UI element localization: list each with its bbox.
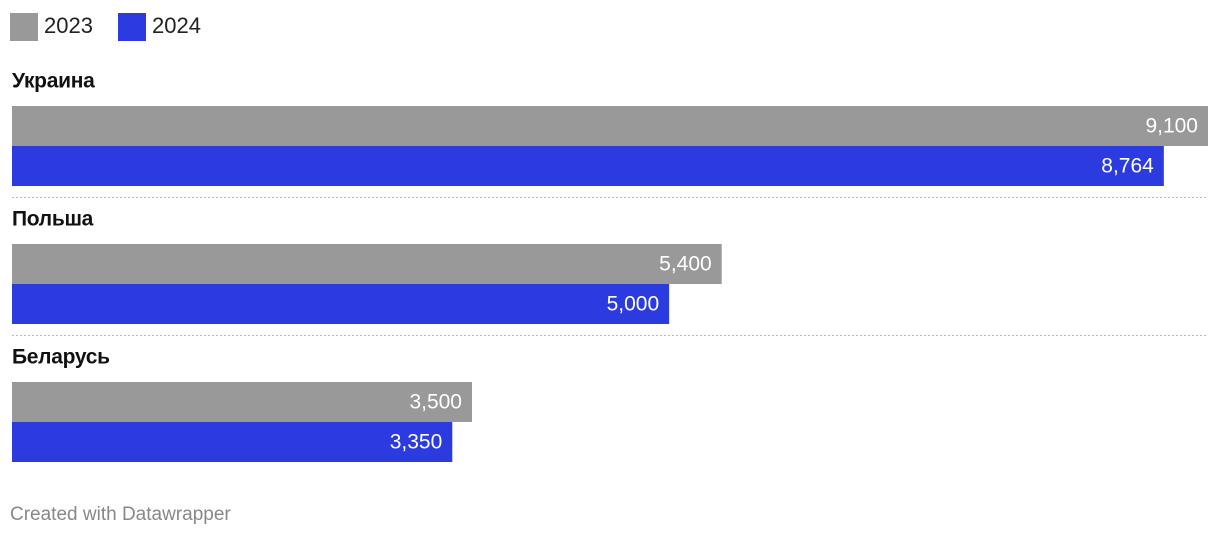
bar (12, 244, 722, 284)
legend-label: 2024 (152, 13, 201, 38)
legend-label: 2023 (44, 13, 93, 38)
bar (12, 284, 670, 324)
legend-swatch (118, 13, 146, 41)
bar (12, 106, 1208, 146)
value-label: 5,400 (659, 253, 712, 276)
value-label: 3,500 (409, 391, 462, 414)
value-label: 3,350 (390, 431, 443, 454)
category-label: Польша (12, 208, 94, 231)
category-label: Беларусь (12, 346, 110, 369)
value-label: 8,764 (1101, 155, 1154, 178)
category-label: Украина (12, 70, 95, 93)
value-label: 9,100 (1145, 115, 1198, 138)
bar (12, 146, 1164, 186)
bar (12, 382, 472, 422)
legend-swatch (10, 13, 38, 41)
bar (12, 422, 453, 462)
credit: Created with Datawrapper (10, 504, 231, 525)
value-label: 5,000 (607, 293, 660, 316)
